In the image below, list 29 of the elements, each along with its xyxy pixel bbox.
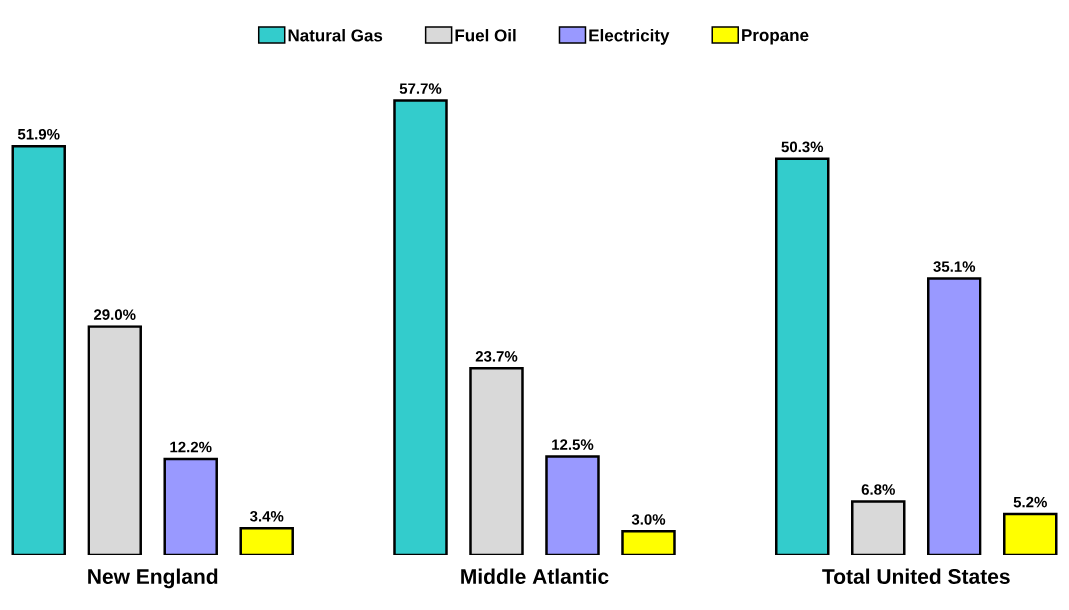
- bar: [87, 325, 142, 555]
- legend-label: Electricity: [589, 28, 670, 45]
- data-label: 35.1%: [933, 261, 976, 272]
- data-label: 29.0%: [93, 309, 136, 320]
- legend-label: Natural Gas: [288, 28, 383, 42]
- bar: [163, 457, 218, 555]
- x-tick-label: Total United States: [822, 568, 1010, 584]
- data-label: 3.4%: [249, 510, 284, 522]
- bar: [393, 99, 448, 555]
- data-label: 57.7%: [399, 83, 442, 94]
- bar: [851, 500, 906, 555]
- data-label: 5.2%: [1013, 496, 1047, 508]
- bar: [775, 157, 830, 555]
- bar: [545, 455, 600, 555]
- x-tick-label: Middle Atlantic: [461, 568, 609, 584]
- bar: [469, 367, 524, 555]
- data-label: 12.5%: [552, 439, 594, 450]
- data-label: 50.3%: [781, 141, 824, 153]
- data-label: 23.7%: [475, 351, 518, 362]
- data-label: 51.9%: [17, 128, 60, 140]
- data-label: 6.8%: [861, 484, 895, 495]
- legend-label: Fuel Oil: [455, 28, 516, 42]
- bar: [1003, 512, 1058, 555]
- bar: [927, 277, 982, 555]
- data-label: 12.2%: [170, 441, 212, 453]
- legend-label: Propane: [742, 29, 809, 45]
- bar: [11, 144, 66, 555]
- data-label: 3.0%: [631, 514, 666, 525]
- x-tick-label: New England: [88, 568, 218, 589]
